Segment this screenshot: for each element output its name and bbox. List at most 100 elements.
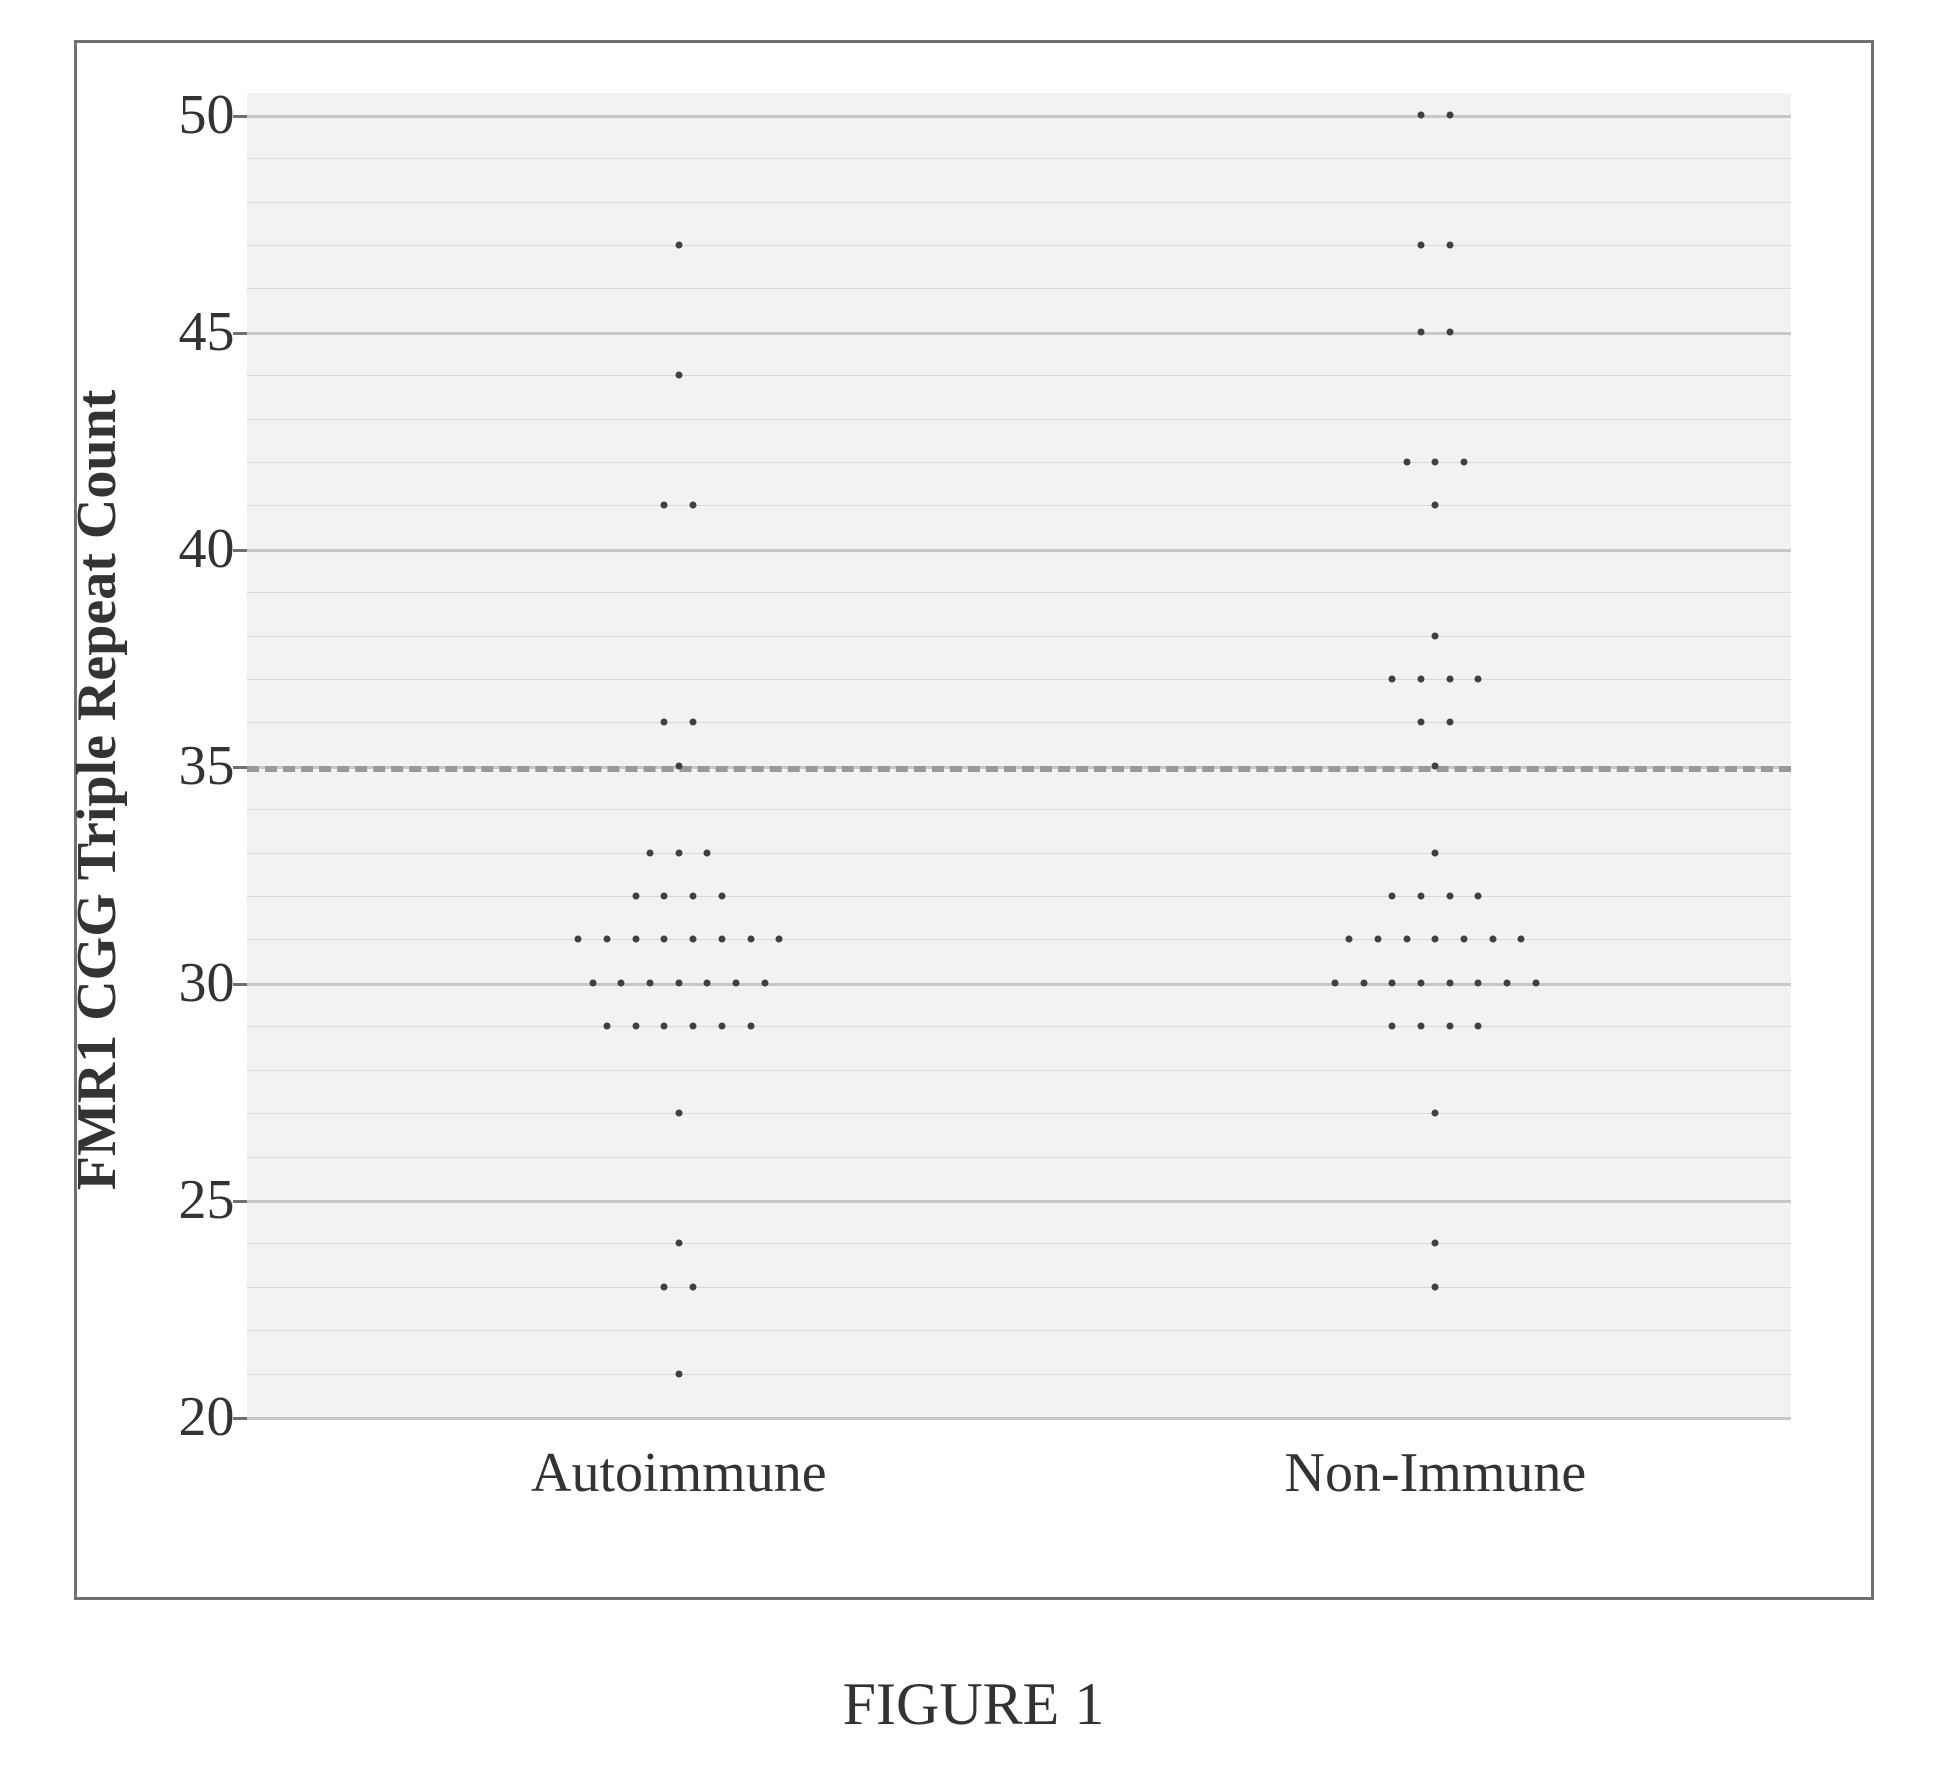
data-point	[1389, 979, 1396, 986]
gridline-minor	[247, 1287, 1791, 1288]
data-point	[1375, 936, 1382, 943]
data-point	[1403, 936, 1410, 943]
gridline-major	[247, 549, 1791, 552]
data-point	[1432, 458, 1439, 465]
data-point	[690, 936, 697, 943]
data-point	[1446, 328, 1453, 335]
data-point	[632, 936, 639, 943]
data-point	[1332, 979, 1339, 986]
gridline-minor	[247, 202, 1791, 203]
data-point	[647, 979, 654, 986]
gridline-minor	[247, 636, 1791, 637]
data-point	[1389, 893, 1396, 900]
gridline-major	[247, 115, 1791, 118]
y-tick-mark	[233, 1417, 247, 1420]
data-point	[1446, 111, 1453, 118]
data-point	[1432, 936, 1439, 943]
y-tick-label: 45	[179, 300, 235, 364]
y-tick-label: 35	[179, 734, 235, 798]
data-point	[1475, 676, 1482, 683]
data-point	[675, 1240, 682, 1247]
y-tick-mark	[233, 1200, 247, 1203]
data-point	[575, 936, 582, 943]
x-tick-label: Autoimmune	[531, 1441, 827, 1505]
data-point	[604, 936, 611, 943]
gridline-minor	[247, 505, 1791, 506]
y-tick-label: 20	[179, 1385, 235, 1449]
data-point	[1532, 979, 1539, 986]
plot-region: FMR1 CGG Triple Repeat Count 20253035404…	[107, 73, 1811, 1507]
data-point	[1432, 1110, 1439, 1117]
data-point	[690, 502, 697, 509]
gridline-minor	[247, 1026, 1791, 1027]
data-point	[1418, 979, 1425, 986]
y-tick-mark	[233, 115, 247, 118]
y-axis-label: FMR1 CGG Triple Repeat Count	[65, 390, 129, 1191]
gridline-minor	[247, 722, 1791, 723]
data-point	[1432, 762, 1439, 769]
gridline-minor	[247, 1113, 1791, 1114]
data-point	[718, 936, 725, 943]
data-point	[1446, 719, 1453, 726]
data-point	[1418, 719, 1425, 726]
data-point	[704, 979, 711, 986]
data-point	[1518, 936, 1525, 943]
gridline-minor	[247, 809, 1791, 810]
data-point	[747, 1023, 754, 1030]
data-point	[675, 1110, 682, 1117]
data-point	[1446, 979, 1453, 986]
gridline-minor	[247, 939, 1791, 940]
data-point	[1489, 936, 1496, 943]
data-point	[1418, 328, 1425, 335]
gridline-minor	[247, 853, 1791, 854]
gridline-minor	[247, 1070, 1791, 1071]
data-point	[1360, 979, 1367, 986]
data-point	[1504, 979, 1511, 986]
gridline-minor	[247, 288, 1791, 289]
data-point	[618, 979, 625, 986]
data-point	[632, 893, 639, 900]
gridline-minor	[247, 896, 1791, 897]
gridline-minor	[247, 1374, 1791, 1375]
y-tick-mark	[233, 332, 247, 335]
data-point	[675, 1370, 682, 1377]
gridline-major	[247, 332, 1791, 335]
gridline-minor	[247, 1243, 1791, 1244]
data-point	[1446, 676, 1453, 683]
data-point	[647, 849, 654, 856]
data-point	[1475, 979, 1482, 986]
gridline-minor	[247, 462, 1791, 463]
data-point	[1418, 111, 1425, 118]
data-point	[1461, 458, 1468, 465]
data-point	[690, 893, 697, 900]
data-point	[1432, 849, 1439, 856]
data-point	[761, 979, 768, 986]
data-point	[1446, 241, 1453, 248]
chart-frame: FMR1 CGG Triple Repeat Count 20253035404…	[74, 40, 1874, 1600]
data-point	[776, 936, 783, 943]
y-tick-label: 30	[179, 951, 235, 1015]
data-point	[1418, 1023, 1425, 1030]
y-tick-mark	[233, 766, 247, 769]
data-point	[632, 1023, 639, 1030]
plot-area: 20253035404550AutoimmuneNon-Immune	[247, 93, 1791, 1417]
data-point	[675, 372, 682, 379]
gridline-minor	[247, 679, 1791, 680]
data-point	[1403, 458, 1410, 465]
data-point	[661, 719, 668, 726]
data-point	[1432, 632, 1439, 639]
data-point	[1432, 502, 1439, 509]
data-point	[675, 241, 682, 248]
gridline-major	[247, 1200, 1791, 1203]
data-point	[661, 893, 668, 900]
data-point	[675, 762, 682, 769]
data-point	[690, 1023, 697, 1030]
data-point	[718, 1023, 725, 1030]
data-point	[690, 719, 697, 726]
data-point	[1389, 676, 1396, 683]
data-point	[661, 1283, 668, 1290]
data-point	[1446, 893, 1453, 900]
gridline-minor	[247, 245, 1791, 246]
data-point	[1418, 241, 1425, 248]
data-point	[1346, 936, 1353, 943]
